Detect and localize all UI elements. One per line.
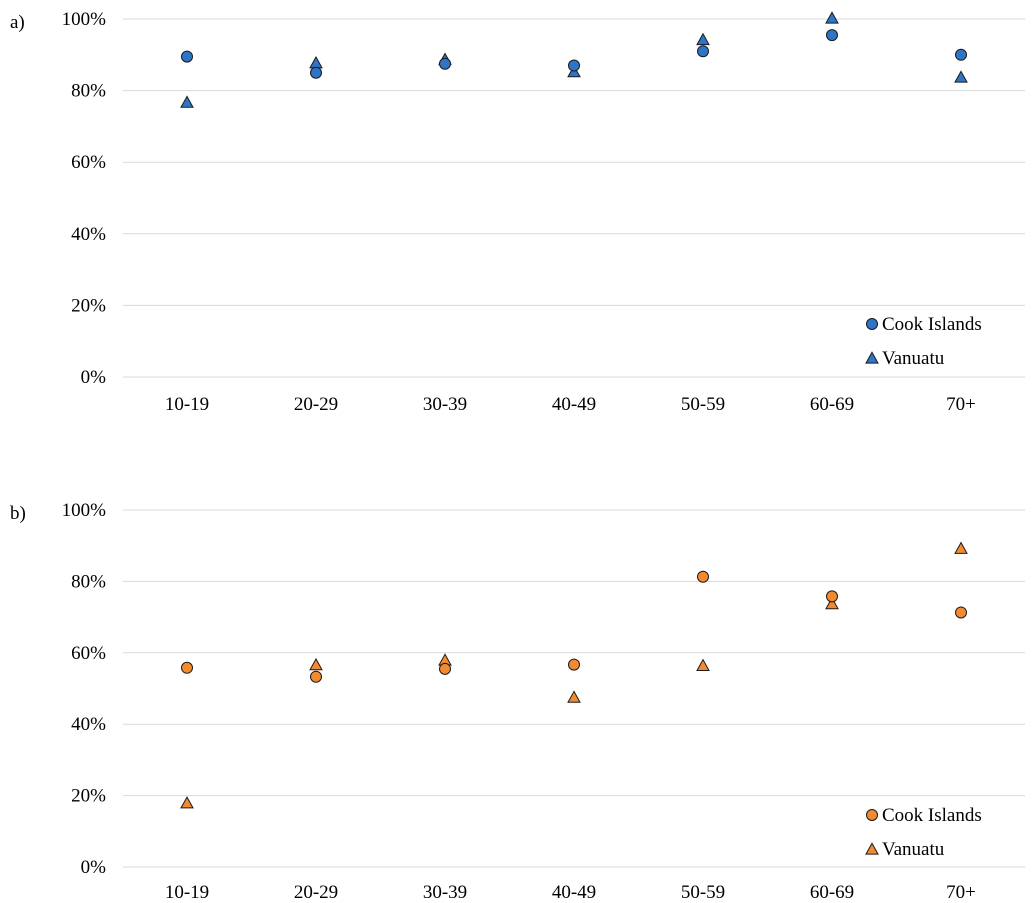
data-point-triangle: [696, 32, 710, 46]
legend-marker-triangle: [865, 842, 879, 855]
y-tick-label: 100%: [62, 500, 107, 521]
legend-marker-circle: [866, 809, 878, 821]
x-tick-label: 30-39: [423, 882, 467, 903]
data-point-circle: [697, 570, 709, 583]
legend-label: Cook Islands: [882, 805, 982, 826]
legend-marker-triangle: [865, 351, 879, 364]
data-point-circle: [568, 59, 580, 72]
data-point-circle: [955, 606, 967, 619]
data-point-triangle: [309, 657, 323, 671]
x-tick-label: 20-29: [294, 882, 338, 903]
y-tick-label: 0%: [81, 367, 107, 388]
x-tick-label: 40-49: [552, 394, 596, 415]
data-point-triangle: [696, 658, 710, 671]
legend-marker-circle: [866, 318, 878, 330]
y-tick-label: 80%: [71, 571, 106, 592]
data-point-circle: [439, 57, 451, 70]
data-point-circle: [568, 658, 580, 671]
panel-a: a) 0% 20% 40% 60% 80% 100% 10-19 20-29 30-39 40-49…: [10, 9, 1025, 415]
x-tick-label: 20-29: [294, 394, 338, 415]
data-point-circle: [697, 45, 709, 58]
legend-label: Vanuatu: [882, 348, 945, 369]
x-tick-label: 50-59: [681, 394, 725, 415]
x-tick-label: 10-19: [165, 882, 209, 903]
legend-label: Vanuatu: [882, 839, 945, 860]
data-point-triangle: [954, 70, 968, 83]
data-point-circle: [310, 670, 322, 683]
y-tick-label: 40%: [71, 714, 106, 735]
data-point-circle: [181, 50, 193, 63]
y-tick-label: 20%: [71, 786, 106, 807]
data-point-triangle: [309, 56, 323, 69]
y-tick-label: 20%: [71, 295, 106, 316]
x-tick-label: 50-59: [681, 882, 725, 903]
data-point-circle: [310, 66, 322, 79]
y-tick-label: 60%: [71, 643, 106, 664]
data-point-circle: [826, 590, 838, 603]
panel-b: b) 0% 20% 40% 60% 80% 100% 10-19 20-29 30-39 40-49…: [10, 500, 1025, 903]
data-point-circle: [439, 662, 451, 675]
x-tick-label: 60-69: [810, 394, 854, 415]
panel-label: b): [10, 503, 26, 524]
x-tick-label: 10-19: [165, 394, 209, 415]
data-point-circle: [955, 48, 967, 61]
y-tick-label: 60%: [71, 152, 106, 173]
data-point-triangle: [180, 95, 194, 108]
legend-label: Cook Islands: [882, 314, 982, 335]
y-tick-label: 80%: [71, 81, 106, 102]
data-point-triangle: [825, 596, 839, 610]
x-tick-label: 30-39: [423, 394, 467, 415]
data-point-circle: [826, 29, 838, 42]
x-tick-label: 70+: [946, 394, 976, 415]
y-tick-label: 40%: [71, 224, 106, 245]
panel-label: a): [10, 12, 25, 33]
x-tick-label: 60-69: [810, 882, 854, 903]
data-point-triangle: [825, 11, 839, 24]
data-point-circle: [181, 661, 193, 674]
y-tick-label: 100%: [62, 9, 107, 30]
data-point-triangle: [180, 796, 194, 809]
data-point-triangle: [954, 541, 968, 554]
y-tick-label: 0%: [81, 857, 107, 878]
x-tick-label: 70+: [946, 882, 976, 903]
data-point-triangle: [567, 690, 581, 703]
x-tick-label: 40-49: [552, 882, 596, 903]
